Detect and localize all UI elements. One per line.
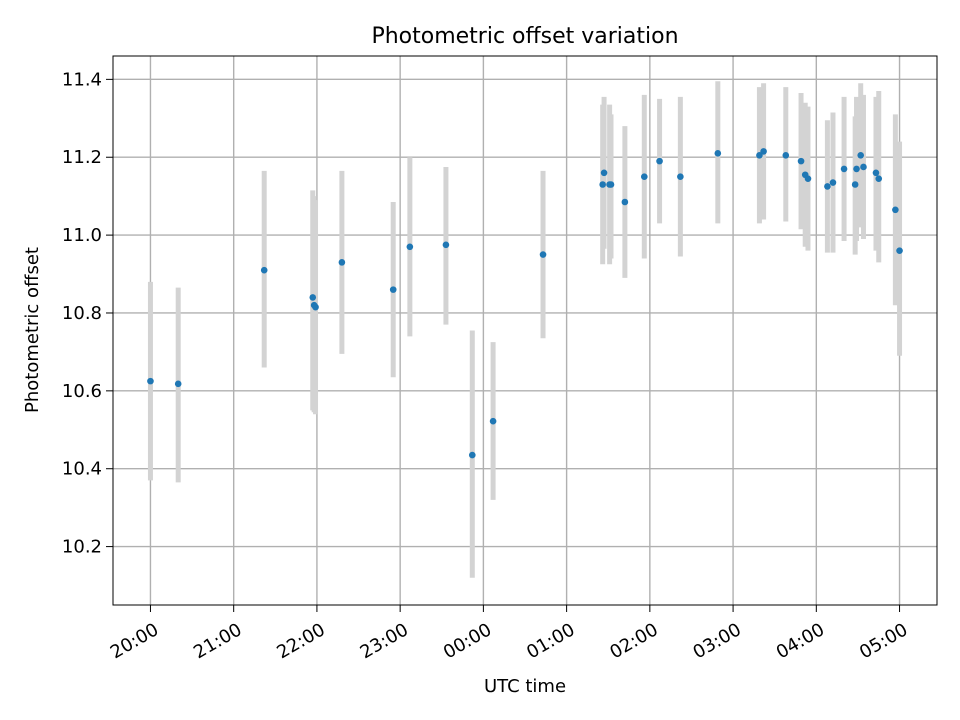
data-point xyxy=(797,157,805,165)
data-point xyxy=(539,251,547,258)
data-point xyxy=(640,173,648,181)
data-point xyxy=(656,157,663,165)
y-tick-label: 10.4 xyxy=(62,459,102,480)
data-point xyxy=(309,294,317,301)
data-point xyxy=(892,206,899,214)
y-axis-ticks: 10.2 10.4 10.6 10.8 11.0 11.2 11.4 xyxy=(62,69,113,558)
data-point xyxy=(860,163,867,171)
data-point xyxy=(677,173,684,181)
data-point xyxy=(260,266,268,274)
y-axis-label: Photometric offset xyxy=(22,247,43,413)
data-point xyxy=(853,165,860,173)
data-points xyxy=(147,148,903,459)
data-point xyxy=(714,150,722,157)
data-point xyxy=(829,179,837,186)
data-point xyxy=(312,303,319,311)
data-point xyxy=(389,286,397,293)
data-point xyxy=(147,377,154,385)
y-tick-label: 10.6 xyxy=(62,381,102,402)
data-point xyxy=(756,151,763,159)
data-point xyxy=(857,151,865,159)
data-point xyxy=(782,151,790,159)
data-point xyxy=(824,183,831,190)
data-point xyxy=(442,241,450,249)
data-point xyxy=(851,181,859,188)
chart-title: Photometric offset variation xyxy=(371,24,678,49)
data-point xyxy=(599,181,606,188)
data-point xyxy=(621,198,629,206)
plot-frame xyxy=(112,55,938,606)
data-point xyxy=(607,181,615,188)
data-point xyxy=(489,417,497,425)
data-point xyxy=(896,247,903,254)
y-tick-label: 11.2 xyxy=(62,147,102,168)
y-tick-label: 11.4 xyxy=(62,69,102,90)
y-tick-label: 11.0 xyxy=(62,225,102,246)
data-point xyxy=(760,148,767,155)
data-point xyxy=(174,380,182,388)
data-point xyxy=(338,259,346,266)
y-tick-label: 10.8 xyxy=(62,303,102,324)
data-point xyxy=(872,169,880,177)
data-point xyxy=(840,165,848,173)
data-point xyxy=(804,175,812,182)
data-point xyxy=(875,175,883,182)
x-axis-label: UTC time xyxy=(484,676,566,697)
data-point xyxy=(600,169,608,177)
y-tick-label: 10.2 xyxy=(62,537,102,558)
data-point xyxy=(406,243,414,251)
data-point xyxy=(468,451,476,459)
